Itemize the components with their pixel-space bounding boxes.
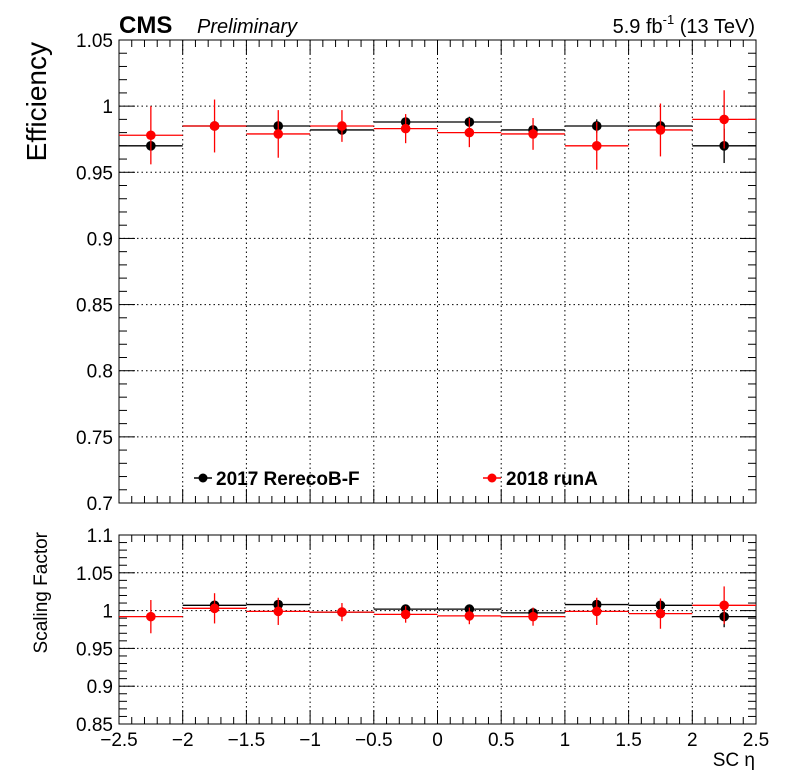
eff-point-2018 (464, 127, 475, 138)
sf-point-2018 (719, 600, 729, 611)
top-y-axis-title: Efficiency (21, 42, 52, 161)
sf-x-tick-label: −0.5 (355, 730, 393, 751)
efficiency-panel: 0.7 0.75 0.8 0.85 0.9 0.95 1 1.05 (76, 31, 757, 515)
sf-x-tick-label: 0 (432, 730, 443, 751)
legend-marker-2017 (198, 473, 208, 483)
eff-point-2018 (209, 121, 220, 131)
eff-point-2018 (273, 129, 284, 139)
eff-point-2018 (528, 129, 538, 139)
sf-y-tick-label: 0.9 (87, 677, 113, 698)
sf-x-tick-label: −2 (172, 730, 194, 751)
eff-point-2018 (655, 125, 666, 135)
eff-y-tick-label: 0.95 (76, 163, 113, 184)
sf-y-tick-label: 1.05 (76, 564, 113, 585)
sf-x-tick-label: 1.5 (615, 730, 641, 751)
eff-y-tick-label: 1.05 (76, 31, 113, 52)
sf-x-tick-label: −1.5 (228, 730, 266, 751)
sf-x-tick-label: −1 (299, 730, 321, 751)
scaling-factor-panel: 0.85 0.9 0.95 1 1.05 1.1 −2.5 −2 −1.5 −1 −0.5 0 0.5 1… (76, 526, 769, 751)
sf-point-2018 (528, 611, 538, 622)
eff-y-tick-label: 0.8 (87, 362, 113, 383)
eff-point-2018 (146, 130, 156, 141)
energy-label: (13 TeV) (674, 16, 755, 38)
luminosity-value: 5.9 fb (613, 16, 663, 38)
eff-y-tick-label: 0.9 (87, 229, 113, 250)
sf-point-2018 (464, 611, 475, 621)
sf-y-tick-label: 1 (102, 602, 113, 623)
legend-label-2017: 2017 RerecoB-F (216, 469, 360, 490)
legend: 2017 RerecoB-F 2018 runA (194, 469, 598, 490)
sf-y-tick-label: 0.95 (76, 639, 113, 660)
legend-marker-2018 (487, 473, 497, 483)
sf-x-tick-label: 2 (687, 730, 698, 751)
legend-label-2018: 2018 runA (506, 469, 598, 490)
luminosity-exponent: -1 (663, 12, 675, 27)
sf-point-2018 (591, 606, 602, 617)
sf-point-2018 (337, 607, 347, 617)
sf-x-tick-label: 2.5 (743, 730, 769, 751)
eff-y-tick-label: 1 (102, 97, 113, 118)
sf-x-tick-label: 0.5 (488, 730, 514, 751)
sf-point-2018 (209, 603, 220, 614)
eff-y-tick-label: 0.85 (76, 296, 113, 317)
sf-y-tick-label: 0.85 (76, 715, 113, 736)
eff-point-2018 (591, 141, 602, 151)
preliminary-label: Preliminary (197, 16, 298, 38)
sf-y-tick-label: 1.1 (87, 526, 113, 547)
sf-x-tick-label: −2.5 (100, 730, 138, 751)
cms-label: CMS (119, 12, 172, 39)
sf-point-2018 (655, 608, 666, 619)
sf-x-tick-label: 1 (560, 730, 571, 751)
sf-point-2018 (273, 606, 284, 617)
eff-point-2018 (337, 121, 347, 131)
sf-point-2018 (146, 611, 156, 622)
luminosity-label: 5.9 fb-1 (13 TeV) (613, 12, 755, 38)
eff-point-2018 (400, 123, 411, 134)
eff-y-tick-label: 0.7 (87, 494, 113, 515)
bottom-y-axis-title: Scaling Factor (31, 531, 52, 653)
x-axis-title: SC η (713, 750, 755, 771)
sf-point-2018 (400, 609, 411, 620)
eff-point-2018 (719, 114, 729, 125)
eff-y-tick-label: 0.75 (76, 428, 113, 449)
